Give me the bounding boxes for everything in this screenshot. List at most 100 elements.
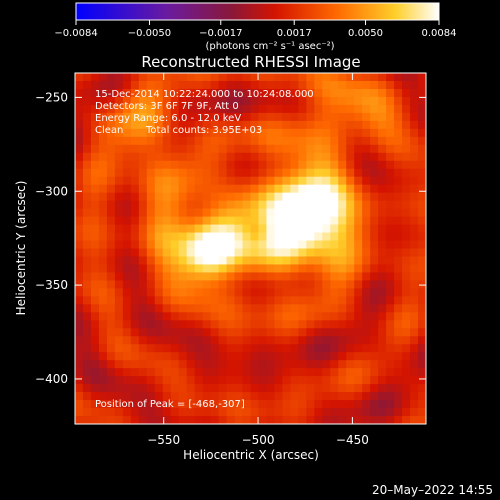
heatmap-cell bbox=[418, 336, 426, 345]
x-axis-label: Heliocentric X (arcsec) bbox=[183, 448, 319, 462]
heatmap-cell bbox=[210, 120, 220, 130]
heatmap-cell bbox=[162, 272, 172, 282]
heatmap-cell bbox=[210, 408, 220, 417]
heatmap-cell bbox=[290, 288, 299, 297]
heatmap-cell bbox=[170, 216, 180, 226]
heatmap-cell bbox=[170, 184, 180, 194]
heatmap-cell bbox=[90, 320, 100, 329]
heatmap-cell bbox=[170, 80, 180, 90]
heatmap-cell bbox=[330, 416, 339, 424]
heatmap-cell bbox=[258, 304, 268, 313]
heatmap-cell bbox=[346, 73, 355, 82]
heatmap-cell bbox=[346, 248, 355, 258]
heatmap-cell bbox=[290, 352, 299, 361]
heatmap-cell bbox=[226, 272, 236, 282]
heatmap-cell bbox=[274, 416, 284, 424]
heatmap-cell bbox=[194, 296, 204, 305]
heatmap-cell bbox=[274, 336, 284, 345]
heatmap-cell bbox=[178, 280, 188, 289]
heatmap-cell bbox=[170, 368, 180, 377]
heatmap-cell bbox=[170, 360, 180, 369]
heatmap-cell bbox=[250, 288, 260, 297]
heatmap-cell bbox=[242, 184, 252, 194]
heatmap-cell bbox=[410, 80, 419, 90]
heatmap-cell bbox=[306, 328, 315, 337]
heatmap-cell bbox=[266, 376, 276, 385]
heatmap-cell bbox=[218, 416, 228, 424]
heatmap-cell bbox=[314, 288, 323, 297]
heatmap-cell bbox=[75, 312, 84, 321]
heatmap-cell bbox=[314, 320, 323, 329]
heatmap-cell bbox=[162, 216, 172, 226]
heatmap-cell bbox=[306, 216, 315, 226]
heatmap-cell bbox=[186, 136, 196, 146]
heatmap-cell bbox=[298, 224, 307, 234]
heatmap-cell bbox=[154, 112, 164, 122]
heatmap-cell bbox=[410, 88, 419, 98]
heatmap-cell bbox=[106, 200, 116, 210]
heatmap-cell bbox=[226, 336, 236, 345]
heatmap-cell bbox=[266, 192, 276, 202]
heatmap-cell bbox=[274, 352, 284, 361]
heatmap-cell bbox=[266, 248, 276, 258]
heatmap-cell bbox=[290, 96, 299, 106]
heatmap-cell bbox=[354, 176, 363, 186]
heatmap-cell bbox=[242, 376, 252, 385]
heatmap-cell bbox=[274, 240, 284, 250]
heatmap-cell bbox=[314, 208, 323, 218]
heatmap-cell bbox=[146, 272, 156, 282]
heatmap-cell bbox=[298, 344, 307, 353]
heatmap-cell bbox=[418, 384, 426, 393]
heatmap-cell bbox=[346, 344, 355, 353]
heatmap-cell bbox=[274, 368, 284, 377]
heatmap-cell bbox=[258, 256, 268, 266]
heatmap-cell bbox=[210, 264, 220, 274]
heatmap-cell bbox=[210, 73, 220, 82]
heatmap-cell bbox=[258, 360, 268, 369]
heatmap-cell bbox=[338, 264, 347, 274]
heatmap-cell bbox=[114, 416, 124, 424]
heatmap-cell bbox=[154, 376, 164, 385]
heatmap-cell bbox=[210, 208, 220, 218]
heatmap-cell bbox=[210, 320, 220, 329]
heatmap-cell bbox=[338, 248, 347, 258]
heatmap-cell bbox=[266, 216, 276, 226]
heatmap-cell bbox=[178, 120, 188, 130]
heatmap-cell bbox=[282, 360, 291, 369]
heatmap-cell bbox=[378, 88, 387, 98]
heatmap-cell bbox=[346, 320, 355, 329]
heatmap-cell bbox=[338, 328, 347, 337]
heatmap-cell bbox=[130, 136, 140, 146]
heatmap-cell bbox=[170, 312, 180, 321]
heatmap-cell bbox=[378, 384, 387, 393]
heatmap-cell bbox=[170, 384, 180, 393]
heatmap-cell bbox=[106, 344, 116, 353]
heatmap-cell bbox=[330, 336, 339, 345]
heatmap-cell bbox=[218, 104, 228, 114]
heatmap-cell bbox=[394, 73, 403, 82]
heatmap-cell bbox=[378, 176, 387, 186]
heatmap-cell bbox=[386, 304, 395, 313]
heatmap-cell bbox=[130, 232, 140, 242]
heatmap-cell bbox=[114, 96, 124, 106]
heatmap-cell bbox=[362, 248, 371, 258]
heatmap-cell bbox=[274, 376, 284, 385]
heatmap-cell bbox=[410, 312, 419, 321]
heatmap-cell bbox=[242, 176, 252, 186]
heatmap-cell bbox=[106, 264, 116, 274]
heatmap-cell bbox=[402, 360, 411, 369]
heatmap-cell bbox=[218, 80, 228, 90]
heatmap-cell bbox=[410, 136, 419, 146]
heatmap-cell bbox=[378, 280, 387, 289]
heatmap-cell bbox=[162, 376, 172, 385]
heatmap-cell bbox=[410, 272, 419, 282]
heatmap-cell bbox=[130, 376, 140, 385]
heatmap-cell bbox=[258, 208, 268, 218]
heatmap-cell bbox=[170, 240, 180, 250]
heatmap-cell bbox=[194, 376, 204, 385]
heatmap-cell bbox=[218, 176, 228, 186]
heatmap-cell bbox=[106, 152, 116, 162]
heatmap-cell bbox=[194, 128, 204, 138]
heatmap-cell bbox=[258, 128, 268, 138]
heatmap-cell bbox=[90, 376, 100, 385]
